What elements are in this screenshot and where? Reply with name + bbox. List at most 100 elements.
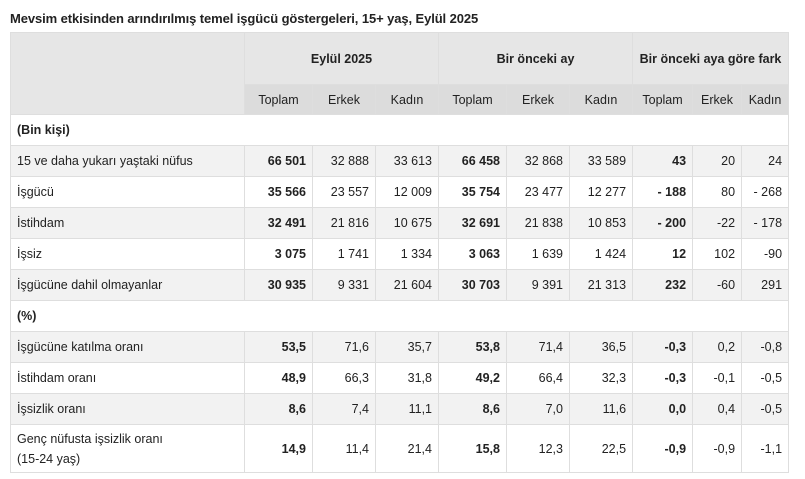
subcolumn-header-toplam: Toplam: [632, 84, 694, 115]
value-cell: 1 424: [568, 238, 634, 270]
section-header-row: (%): [9, 300, 790, 332]
value-cell: 11,1: [375, 393, 439, 425]
value-cell: 35 566: [244, 176, 313, 208]
value-cell: 11,6: [568, 393, 634, 425]
value-cell: 8,6: [438, 393, 507, 425]
table-row: İstihdam oranı 48,9 66,3 31,8 49,2 66,4 32,3 -0…: [10, 362, 790, 394]
value-cell: 21 313: [568, 269, 634, 301]
group-header-difference: Bir önceki aya göre fark: [632, 32, 790, 85]
row-label: İşgücüne dahil olmayanlar: [10, 269, 245, 301]
table-row: İşgücüne dahil olmayanlar 30 935 9 331 21 6…: [10, 269, 790, 301]
table-row: İşgücü 35 566 23 557 12 009 35 754 23 477 12 2…: [10, 176, 790, 208]
corner-cell: [10, 32, 245, 85]
subcolumn-header-toplam: Toplam: [244, 84, 313, 115]
value-cell: 7,0: [506, 393, 570, 425]
value-cell: 33 613: [375, 145, 439, 177]
value-cell: - 200: [632, 207, 694, 239]
value-cell: 66 458: [438, 145, 507, 177]
value-cell: 3 063: [438, 238, 507, 270]
subcolumn-header-row: Toplam Erkek Kadın Toplam Erkek Kadın Toplam Er…: [10, 84, 790, 115]
table-row: İstihdam 32 491 21 816 10 675 32 691 21 838 10…: [10, 207, 790, 239]
value-cell: 32 888: [312, 145, 376, 177]
value-cell: -0,8: [741, 331, 790, 363]
value-cell: 0,4: [692, 393, 743, 425]
value-cell: 3 075: [244, 238, 313, 270]
subcolumn-header-kadin: Kadın: [741, 84, 790, 115]
row-label: İşgücü: [10, 176, 245, 208]
value-cell: - 188: [632, 176, 694, 208]
value-cell: 10 853: [568, 207, 634, 239]
value-cell: 8,6: [244, 393, 313, 425]
value-cell: -0,3: [632, 331, 694, 363]
value-cell: -0,5: [741, 362, 790, 394]
value-cell: 0,0: [632, 393, 694, 425]
table-body: (Bin kişi) 15 ve daha yukarı yaştaki nüfu…: [9, 114, 790, 473]
value-cell: 7,4: [312, 393, 376, 425]
value-cell: 20: [692, 145, 743, 177]
value-cell: 53,5: [244, 331, 313, 363]
value-cell: 10 675: [375, 207, 439, 239]
value-cell: 0,2: [692, 331, 743, 363]
value-cell: 12 277: [568, 176, 634, 208]
value-cell: 71,6: [312, 331, 376, 363]
value-cell: 66,3: [312, 362, 376, 394]
section-label: (%): [9, 300, 790, 332]
value-cell: 1 334: [375, 238, 439, 270]
value-cell: 32,3: [568, 362, 634, 394]
row-label: İstihdam oranı: [10, 362, 245, 394]
value-cell: -0,5: [741, 393, 790, 425]
table-title: Mevsim etkisinden arındırılmış temel işg…: [10, 11, 479, 26]
value-cell: 30 935: [244, 269, 313, 301]
group-header-current: Eylül 2025: [244, 32, 439, 85]
value-cell: 15,8: [438, 424, 507, 473]
value-cell: 32 691: [438, 207, 507, 239]
value-cell: 22,5: [568, 424, 634, 473]
value-cell: 53,8: [438, 331, 507, 363]
value-cell: 24: [741, 145, 790, 177]
subcolumn-header-erkek: Erkek: [506, 84, 570, 115]
section-label: (Bin kişi): [9, 114, 790, 146]
row-label: İşgücüne katılma oranı: [10, 331, 245, 363]
value-cell: 32 868: [506, 145, 570, 177]
value-cell: 32 491: [244, 207, 313, 239]
value-cell: 232: [632, 269, 694, 301]
row-label: İşsizlik oranı: [10, 393, 245, 425]
value-cell: 36,5: [568, 331, 634, 363]
value-cell: 31,8: [375, 362, 439, 394]
value-cell: 21 838: [506, 207, 570, 239]
labour-indicators-table: Eylül 2025 Bir önceki ay Bir önceki aya …: [9, 32, 790, 473]
value-cell: 80: [692, 176, 743, 208]
value-cell: -1,1: [741, 424, 790, 473]
row-label: İşsiz: [10, 238, 245, 270]
value-cell: 21 816: [312, 207, 376, 239]
row-label: 15 ve daha yukarı yaştaki nüfus: [10, 145, 245, 177]
table-row: 15 ve daha yukarı yaştaki nüfus 66 501 32 …: [10, 145, 790, 177]
section-header-row: (Bin kişi): [9, 114, 790, 146]
value-cell: 35 754: [438, 176, 507, 208]
value-cell: 49,2: [438, 362, 507, 394]
subcolumn-header-kadin: Kadın: [375, 84, 439, 115]
value-cell: 12 009: [375, 176, 439, 208]
value-cell: 33 589: [568, 145, 634, 177]
value-cell: 9 391: [506, 269, 570, 301]
value-cell: 1 741: [312, 238, 376, 270]
value-cell: 66 501: [244, 145, 313, 177]
subcolumn-header-erkek: Erkek: [692, 84, 743, 115]
value-cell: 43: [632, 145, 694, 177]
value-cell: 11,4: [312, 424, 376, 473]
value-cell: 291: [741, 269, 790, 301]
value-cell: 9 331: [312, 269, 376, 301]
value-cell: -60: [692, 269, 743, 301]
row-label: İstihdam: [10, 207, 245, 239]
group-header-previous: Bir önceki ay: [437, 32, 634, 85]
table-row: Genç nüfusta işsizlik oranı (15-24 yaş) 1…: [10, 424, 790, 473]
value-cell: -0,9: [692, 424, 743, 473]
value-cell: 48,9: [244, 362, 313, 394]
value-cell: -90: [741, 238, 790, 270]
value-cell: -0,9: [632, 424, 694, 473]
table-row: İşgücüne katılma oranı 53,5 71,6 35,7 53,8 71…: [10, 331, 790, 363]
value-cell: -0,3: [632, 362, 694, 394]
value-cell: 14,9: [244, 424, 313, 473]
table-row: İşsizlik oranı 8,6 7,4 11,1 8,6 7,0 11,6 0,0 0,4…: [10, 393, 790, 425]
value-cell: 102: [692, 238, 743, 270]
